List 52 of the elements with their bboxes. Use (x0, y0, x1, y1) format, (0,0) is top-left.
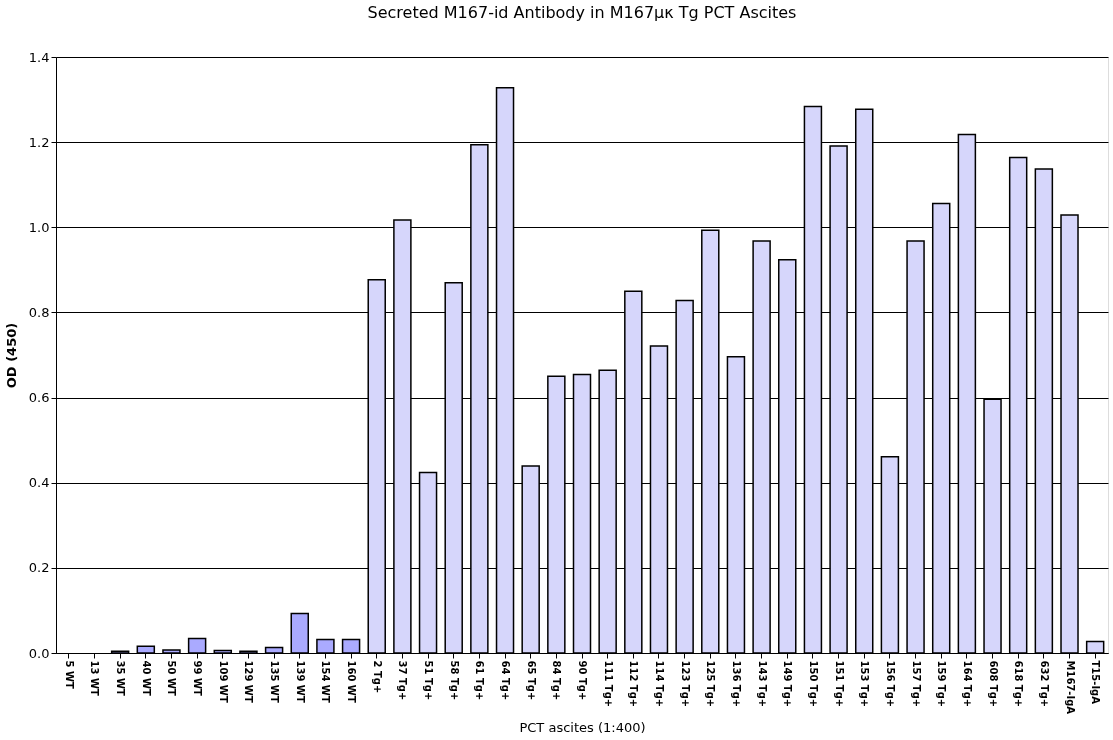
x-tick-label: 50 WT (166, 660, 178, 696)
x-tick-label: 111 Tg+ (602, 660, 614, 708)
y-tick-label: 0.2 (28, 560, 50, 576)
y-tick-label: 0.4 (28, 475, 50, 491)
y-tick-label: 1.4 (28, 49, 50, 65)
x-tick-label: 164 Tg+ (961, 660, 973, 708)
x-tick-label: T15-IgA (1090, 660, 1102, 705)
x-tick-label: 61 Tg+ (474, 660, 486, 701)
x-tick-label: 40 WT (140, 660, 152, 696)
x-tick-label: 136 Tg+ (730, 660, 742, 708)
x-tick-label: 150 Tg+ (807, 660, 819, 708)
y-axis-title: OD (450) (3, 322, 19, 389)
x-tick-label: 84 Tg+ (551, 660, 563, 701)
x-tick-label: 125 Tg+ (705, 660, 717, 708)
x-tick-label: 65 Tg+ (525, 660, 537, 701)
x-tick-label: 90 Tg+ (577, 660, 588, 701)
x-tick-label: 51 Tg+ (423, 660, 435, 701)
x-tick-label: 64 Tg+ (500, 660, 512, 701)
x-tick-label: 13 WT (89, 660, 101, 696)
x-tick-label: 160 WT (346, 660, 358, 703)
x-tick-label: 618 Tg+ (1013, 660, 1025, 708)
x-tick-label: 37 Tg+ (397, 660, 409, 701)
x-tick-label: M167-IgA (1064, 660, 1076, 715)
x-tick-label: 5 WT (63, 660, 75, 689)
chart-title: Secreted M167-id Antibody in M167μκ Tg PCT Ascites (367, 3, 797, 22)
x-tick-label: 143 Tg+ (756, 660, 768, 708)
y-tick-label: 1.2 (28, 134, 50, 150)
x-tick-label: 632 Tg+ (1038, 660, 1050, 708)
x-tick-label: 157 Tg+ (910, 660, 922, 708)
x-axis-title: PCT ascites (1:400) (519, 720, 646, 736)
x-tick-label: 149 Tg+ (782, 660, 794, 708)
x-tick-label: 139 WT (294, 660, 306, 703)
y-tick-label: 0.0 (28, 645, 50, 661)
y-tick-label: 1.0 (28, 219, 50, 235)
x-tick-label: 114 Tg+ (653, 660, 665, 708)
x-tick-label: 112 Tg+ (628, 660, 640, 708)
x-tick-label: 608 Tg+ (987, 660, 999, 708)
x-tick-label: 2 Tg+ (371, 660, 383, 694)
x-tick-label: 99 WT (192, 660, 204, 696)
x-tick-label: 58 Tg+ (448, 660, 460, 701)
x-tick-label: 153 Tg+ (859, 660, 871, 708)
x-tick-label: 156 Tg+ (884, 660, 896, 708)
x-tick-label: 35 WT (115, 660, 127, 696)
y-tick-label: 0.6 (28, 390, 50, 406)
y-tick-label: 0.8 (28, 304, 50, 320)
x-tick-label: 135 WT (269, 660, 281, 703)
x-tick-label: 109 WT (217, 660, 229, 703)
x-tick-label: 123 Tg+ (679, 660, 691, 708)
x-tick-label: 151 Tg+ (833, 660, 845, 708)
x-tick-label: 154 WT (320, 660, 332, 703)
x-tick-label: 159 Tg+ (936, 660, 948, 708)
x-tick-label: 129 WT (243, 660, 255, 703)
